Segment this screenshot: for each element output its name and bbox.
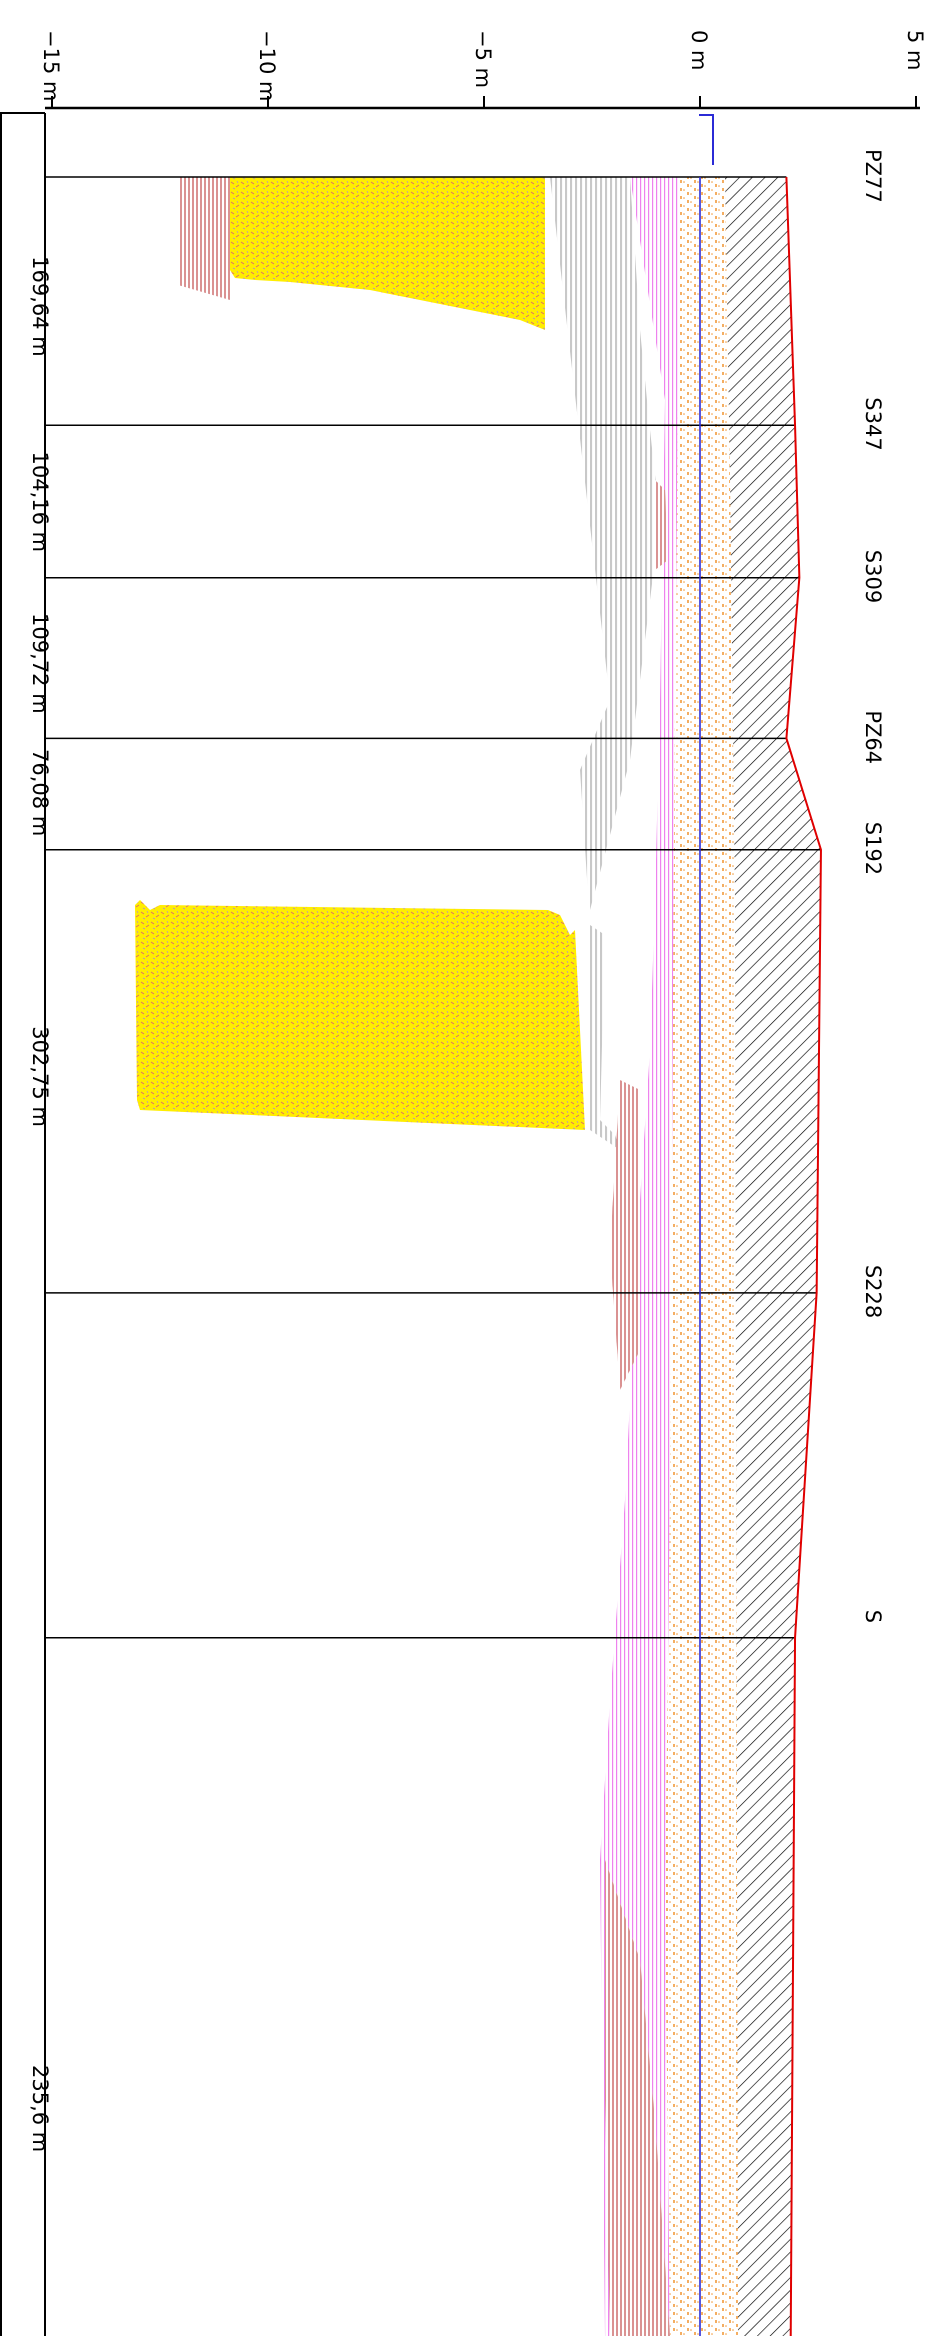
borehole-label: PZ77: [861, 149, 885, 203]
borehole-labels: PZ77 S347 S309 PZ64 S192 S228 S: [861, 149, 885, 1623]
layer-yellow-lens-1: [230, 177, 545, 330]
distance-label: 76,08 m: [28, 749, 52, 836]
axis-tick-label: −15 m: [39, 30, 63, 101]
borehole-label: S192: [861, 822, 885, 875]
borehole-label: S228: [861, 1265, 885, 1318]
layer-gray-silt: [550, 177, 660, 1150]
borehole-label: S309: [861, 550, 885, 603]
axis-tick-label: 5 m: [903, 30, 927, 71]
layer-sand: [665, 177, 745, 2336]
distance-label: 169,64 m: [28, 256, 52, 357]
layer-brown-peat: [178, 177, 670, 2336]
ground-surface-line: [785, 176, 822, 2336]
axis-tick-label: −10 m: [255, 30, 279, 101]
layer-fill-hatch: [725, 177, 821, 2336]
borehole-label: S: [861, 1610, 885, 1623]
water-level-symbol: [699, 114, 714, 165]
borehole-label: PZ64: [861, 710, 885, 764]
axis-ticks: 5 m 0 m −5 m −10 m −15 m: [39, 30, 927, 108]
borehole-lines: [45, 176, 821, 1639]
layer-yellow-lens-3: [135, 900, 585, 1130]
distance-label: 104,16 m: [28, 452, 52, 553]
distance-label: 109,72 m: [28, 613, 52, 714]
distance-label: 235,6 m: [28, 2065, 52, 2152]
borehole-label: S347: [861, 397, 885, 450]
axis-tick-label: 0 m: [687, 30, 711, 71]
distance-label: 302,75 m: [28, 1026, 52, 1127]
axis-tick-label: −5 m: [471, 30, 495, 88]
distance-labels: 169,64 m 104,16 m 109,72 m 76,08 m 302,75 m 2…: [28, 256, 52, 2152]
